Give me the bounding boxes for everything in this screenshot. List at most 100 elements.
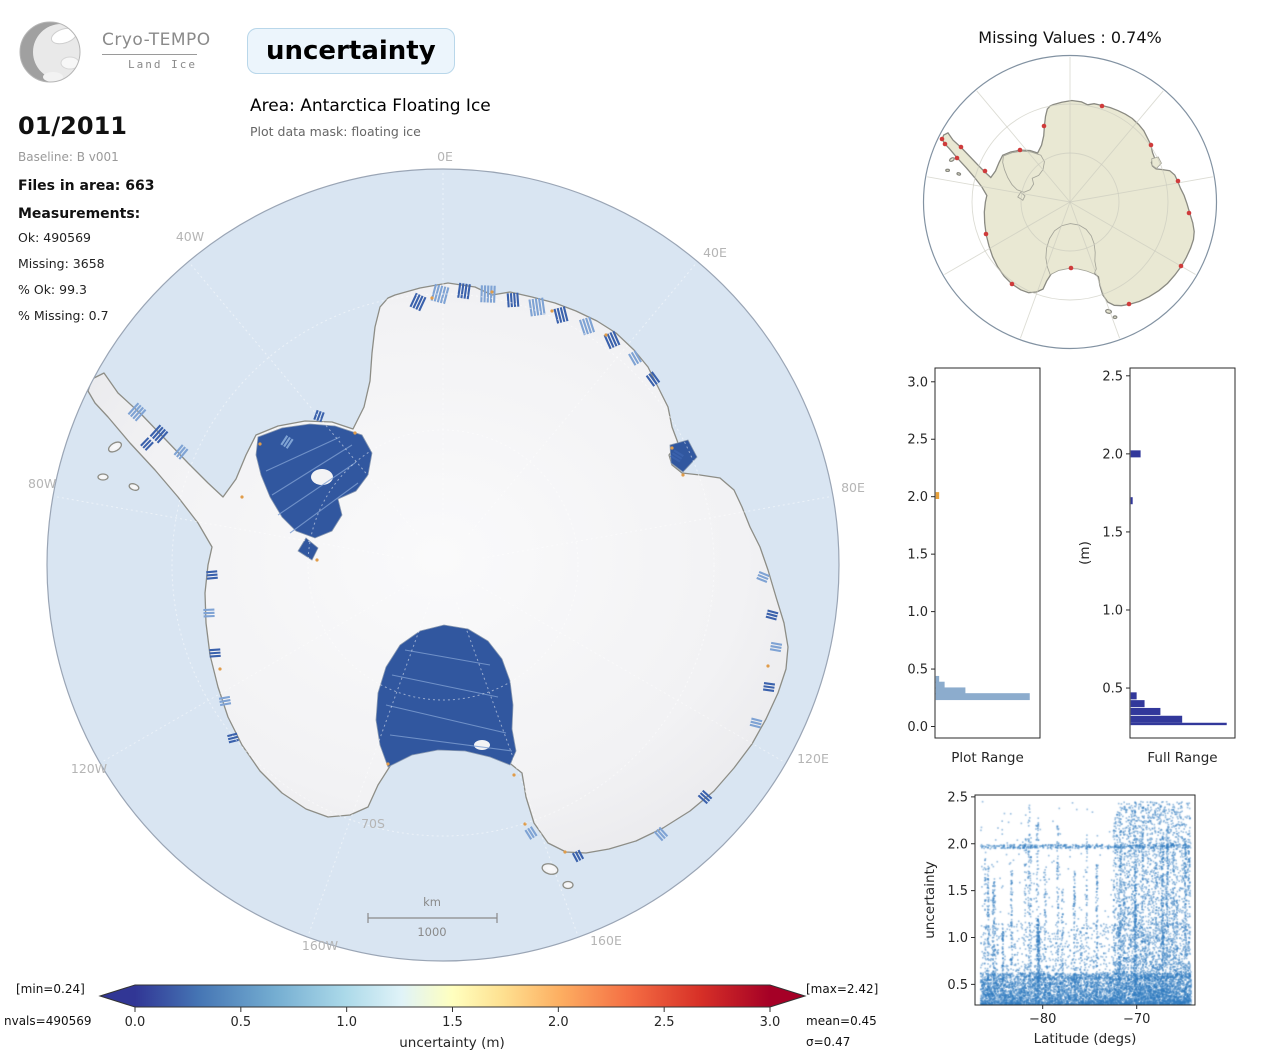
berkner-island (311, 469, 333, 485)
scale-bar-unit: km (423, 895, 441, 909)
histogram-bar (1130, 497, 1133, 505)
meridian-label: 0E (437, 149, 453, 164)
measurements-heading: Measurements: (18, 206, 141, 222)
stat-ok: Ok: 490569 (18, 230, 91, 245)
missing-dot (1175, 178, 1181, 184)
y-tick-label: 0.5 (907, 663, 928, 678)
histogram-bars (1130, 450, 1227, 726)
missing-dot (1068, 265, 1074, 271)
missing-dot (1009, 281, 1015, 287)
y-axis-label: (m) (1077, 541, 1093, 565)
y-tick-label: 0.0 (907, 720, 928, 735)
mask-label: Plot data mask: floating ice (250, 124, 421, 139)
colorbar-sigma-label: σ=0.47 (806, 1035, 851, 1049)
x-tick-label: −70 (1123, 1012, 1150, 1027)
page-title: uncertainty (247, 28, 455, 74)
colorbar-tick-label: 2.5 (654, 1015, 675, 1030)
measurement-stats: Ok: 490569 Missing: 3658 % Ok: 99.3 % Mi… (18, 230, 109, 334)
meridian-label: 40W (176, 229, 204, 244)
cryo-tempo-logo-icon (19, 21, 81, 83)
data-track-layer (127, 282, 783, 863)
y-tick-label: 2.0 (1102, 447, 1123, 462)
meridian-label: 120W (71, 761, 107, 776)
roosevelt-island (474, 740, 490, 750)
x-tick-label: −80 (1029, 1012, 1056, 1027)
map-frame (46, 168, 840, 962)
histogram-bar (1130, 715, 1183, 723)
colorbar-max-label: [max=2.42] (806, 982, 879, 996)
meridian-label: 40E (703, 245, 727, 260)
y-tick-label: 3.0 (907, 375, 928, 390)
histogram-bar (1130, 692, 1137, 700)
scatter-canvas (975, 795, 1195, 1005)
x-axis-label: Plot Range (951, 750, 1024, 766)
missing-dot (1126, 301, 1132, 307)
missing-data-dots (939, 103, 1192, 307)
colorbar-over-arrow (770, 985, 805, 1007)
logo-divider (102, 54, 197, 55)
histogram-bar (935, 675, 940, 683)
meridian-label: 120E (797, 751, 829, 766)
area-label: Area: Antarctica Floating Ice (250, 96, 491, 116)
histogram-bars (935, 492, 1030, 701)
histogram-bar (935, 681, 945, 689)
latitude-scatter-plot: −80 −70 0.5 1.0 1.5 2.0 2.5 Latitude (degs) unce… (922, 790, 1196, 1047)
mini-graticule (927, 57, 1213, 339)
missing-dot (958, 144, 964, 150)
colorbar-tick-label: 1.0 (336, 1015, 357, 1030)
missing-dot (942, 141, 948, 147)
parallel-label: 70S (361, 816, 385, 831)
uncertainty-colorbar: 0.0 0.5 1.0 1.5 2.0 2.5 3.0 uncertainty (m) (98, 984, 807, 1051)
missing-dot (1186, 210, 1192, 216)
histogram-bar (1130, 707, 1161, 715)
colorbar-under-arrow (100, 985, 135, 1007)
y-tick-label: 2.0 (947, 837, 968, 852)
missing-dot (1178, 263, 1184, 269)
stat-missing: Missing: 3658 (18, 256, 105, 271)
scale-bar-value: 1000 (417, 925, 446, 939)
colorbar-tick-label: 0.5 (230, 1015, 251, 1030)
histogram-bar (935, 693, 1030, 701)
stat-pct-missing: % Missing: 0.7 (18, 308, 109, 323)
colorbar-tick-label: 3.0 (760, 1015, 781, 1030)
y-tick-label: 0.5 (947, 978, 968, 993)
date-heading: 01/2011 (18, 112, 127, 140)
y-tick-label: 1.0 (947, 931, 968, 946)
map-land-layer (53, 170, 833, 937)
missing-dot (954, 155, 960, 161)
missing-dot (1148, 142, 1154, 148)
missing-dot (1099, 103, 1105, 109)
missing-dot (1041, 123, 1047, 129)
histogram-bar (1130, 700, 1145, 708)
stat-pct-ok: % Ok: 99.3 (18, 282, 87, 297)
histogram-bar (1130, 722, 1227, 726)
y-tick-label: 2.0 (907, 490, 928, 505)
scale-bar: km 1000 (367, 895, 498, 939)
y-tick-label: 2.5 (1102, 369, 1123, 384)
map-labels: 0E 40E 80E 120E 160E 160W 120W 80W 40W 70S (28, 149, 865, 953)
x-axis-label: Latitude (degs) (1034, 1031, 1137, 1047)
meridian-label: 160W (302, 938, 338, 953)
full-range-histogram: 0.5 1.0 1.5 2.0 2.5 Full Range (m) (1077, 367, 1236, 766)
files-in-area: Files in area: 663 (18, 178, 155, 194)
histogram-bar (1130, 450, 1141, 458)
plot-range-histogram: 0.0 0.5 1.0 1.5 2.0 2.5 3.0 Plot Range (907, 367, 1041, 766)
colorbar-mean-label: mean=0.45 (806, 1014, 877, 1028)
meridian-label: 80E (841, 480, 865, 495)
y-tick-label: 1.0 (907, 605, 928, 620)
histogram-bar (935, 492, 940, 499)
colorbar-axis-label: uncertainty (m) (399, 1035, 505, 1051)
y-tick-label: 1.5 (907, 548, 928, 563)
meridian-label: 160E (590, 933, 622, 948)
brand-name: Cryo-TEMPO (102, 30, 211, 50)
missing-values-map (922, 54, 1218, 350)
missing-dot (939, 136, 945, 142)
y-tick-label: 0.5 (1102, 682, 1123, 697)
colorbar-nvals-label: nvals=490569 (4, 1014, 92, 1028)
missing-values-title: Missing Values : 0.74% (978, 28, 1162, 47)
histogram-bar (935, 687, 966, 695)
y-tick-label: 1.0 (1102, 603, 1123, 618)
logo: Cryo-TEMPO Land Ice (16, 6, 236, 101)
logo-text: Cryo-TEMPO Land Ice (102, 30, 211, 71)
